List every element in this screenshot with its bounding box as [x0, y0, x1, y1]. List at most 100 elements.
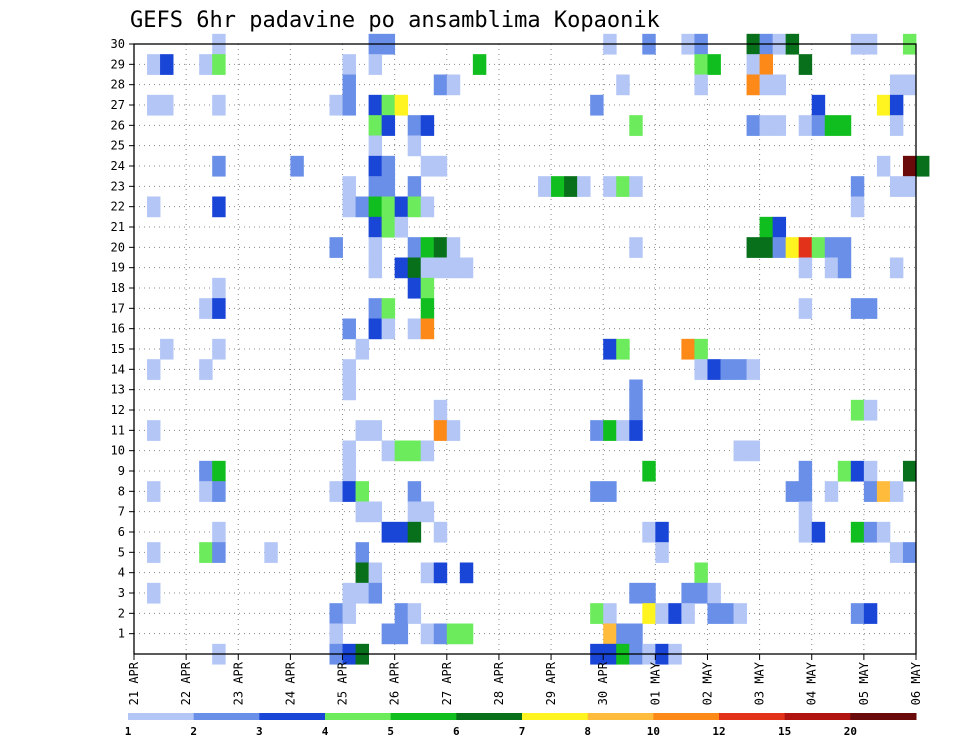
- x-tick-label: 27 APR: [440, 661, 454, 705]
- heatmap-cell: [212, 94, 226, 116]
- heatmap-cell: [811, 94, 826, 116]
- y-tick-label: 27: [111, 98, 125, 112]
- heatmap-cell: [603, 603, 617, 624]
- heatmap-cell: [863, 298, 878, 319]
- heatmap-cell: [642, 603, 656, 624]
- heatmap-cell: [407, 318, 422, 340]
- heatmap-cell: [433, 74, 448, 96]
- heatmap-cell: [407, 237, 422, 258]
- heatmap-cell: [694, 562, 708, 584]
- heatmap-cell: [381, 115, 396, 136]
- colorbar-swatch: [456, 713, 523, 720]
- heatmap-cell: [160, 94, 174, 116]
- heatmap-cell: [798, 521, 813, 543]
- colorbar-label: 10: [647, 725, 660, 738]
- heatmap-cell: [850, 460, 865, 482]
- heatmap-cell: [811, 237, 826, 258]
- heatmap-cell: [655, 542, 669, 563]
- heatmap-cell: [759, 54, 774, 75]
- heatmap-cell: [212, 155, 226, 177]
- colorbar: 1 2 3 4 5 6 7 8 10 12 15 20: [125, 713, 917, 738]
- y-tick-label: 28: [111, 78, 125, 92]
- heatmap-cell: [629, 237, 643, 258]
- heatmap-cell: [147, 481, 161, 502]
- heatmap-cell: [368, 501, 383, 523]
- heatmap-cell: [407, 521, 422, 543]
- heatmap-cell: [420, 277, 435, 299]
- heatmap-cell: [433, 562, 448, 584]
- heatmap-cell: [420, 501, 435, 523]
- y-tick-label: 29: [111, 57, 125, 71]
- heatmap-cell: [785, 481, 800, 502]
- x-tick-label: 21 APR: [127, 661, 141, 705]
- heatmap-cell: [759, 74, 774, 96]
- heatmap-cell: [694, 74, 708, 96]
- heatmap-cell: [824, 115, 839, 136]
- heatmap-cell: [368, 54, 383, 75]
- heatmap-cell: [564, 176, 578, 197]
- y-tick-label: 15: [111, 342, 125, 356]
- heatmap-cell: [772, 216, 787, 238]
- heatmap-cell: [772, 237, 787, 258]
- heatmap-cell: [876, 481, 891, 502]
- heatmap-cell: [355, 562, 369, 584]
- heatmap-cell: [459, 623, 474, 645]
- heatmap-cell: [355, 481, 369, 502]
- heatmap-cell: [407, 115, 422, 136]
- heatmap-cell: [655, 521, 669, 543]
- heatmap-cell: [798, 298, 813, 319]
- heatmap-cell: [590, 603, 604, 624]
- heatmap-cell: [824, 237, 839, 258]
- heatmap-cell: [538, 176, 552, 197]
- heatmap-cell: [290, 155, 304, 177]
- heatmap-cell: [212, 542, 226, 563]
- heatmap-cell: [798, 115, 813, 136]
- heatmap-cell: [603, 420, 617, 441]
- heatmap-cell: [733, 603, 747, 624]
- x-tick-label: 24 APR: [283, 661, 297, 705]
- heatmap-cell: [420, 155, 435, 177]
- heatmap-cell: [785, 237, 800, 258]
- heatmap-cells: [147, 33, 930, 665]
- heatmap-cell: [420, 298, 435, 319]
- y-tick-label: 8: [118, 484, 125, 498]
- heatmap-cell: [342, 318, 356, 340]
- heatmap-cell: [381, 155, 396, 177]
- heatmap-cell: [720, 359, 734, 380]
- heatmap-cell: [368, 562, 383, 584]
- heatmap-cell: [590, 94, 604, 116]
- heatmap-cell: [446, 420, 461, 441]
- colorbar-label: 20: [844, 725, 857, 738]
- heatmap-cell: [342, 603, 356, 624]
- heatmap-cell: [329, 237, 343, 258]
- heatmap-cell: [472, 54, 487, 75]
- heatmap-cell: [681, 582, 695, 604]
- heatmap-cell: [368, 94, 383, 116]
- heatmap-cell: [694, 338, 708, 360]
- heatmap-cell: [850, 399, 865, 421]
- heatmap-cell: [746, 115, 760, 136]
- heatmap-cell: [381, 216, 396, 238]
- heatmap-cell: [889, 542, 904, 563]
- heatmap-cell: [147, 359, 161, 380]
- heatmap-cell: [668, 603, 682, 624]
- heatmap-cell: [694, 359, 708, 380]
- heatmap-cell: [889, 94, 904, 116]
- heatmap-cell: [603, 623, 617, 645]
- heatmap-cell: [446, 237, 461, 258]
- heatmap-cell: [863, 481, 878, 502]
- heatmap-cell: [355, 338, 369, 360]
- heatmap-cell: [212, 54, 226, 75]
- heatmap-cell: [642, 460, 656, 482]
- heatmap-cell: [394, 216, 409, 238]
- heatmap-cell: [420, 115, 435, 136]
- heatmap-cell: [355, 582, 369, 604]
- x-tick-label: 28 APR: [492, 661, 506, 705]
- heatmap-cell: [681, 338, 695, 360]
- heatmap-cell: [590, 481, 604, 502]
- y-tick-label: 20: [111, 240, 125, 254]
- colorbar-label: 3: [256, 725, 263, 738]
- heatmap-cell: [147, 54, 161, 75]
- heatmap-cell: [264, 542, 278, 563]
- heatmap-cell: [342, 379, 356, 401]
